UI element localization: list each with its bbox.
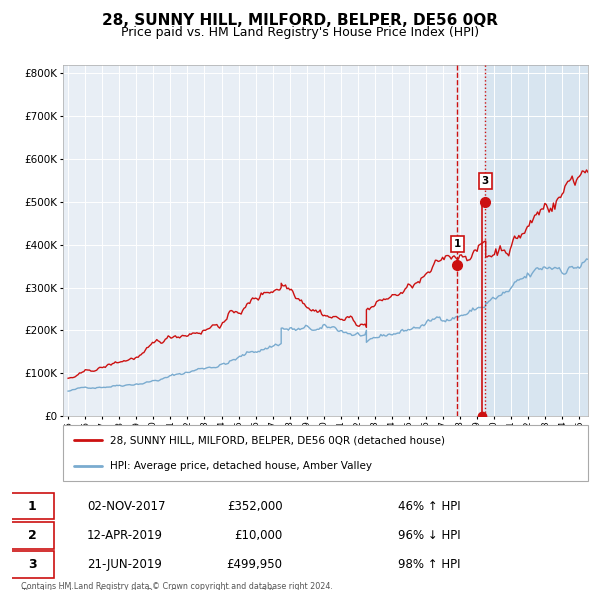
Text: 21-JUN-2019: 21-JUN-2019 (87, 558, 162, 571)
Text: 1: 1 (454, 239, 461, 249)
Text: Price paid vs. HM Land Registry's House Price Index (HPI): Price paid vs. HM Land Registry's House … (121, 26, 479, 39)
Text: 46% ↑ HPI: 46% ↑ HPI (398, 500, 461, 513)
Text: 28, SUNNY HILL, MILFORD, BELPER, DE56 0QR (detached house): 28, SUNNY HILL, MILFORD, BELPER, DE56 0Q… (110, 435, 445, 445)
Bar (485, 65, 600, 416)
FancyBboxPatch shape (11, 522, 54, 549)
FancyBboxPatch shape (11, 493, 54, 519)
Text: £352,000: £352,000 (227, 500, 283, 513)
Text: Contains HM Land Registry data © Crown copyright and database right 2024.: Contains HM Land Registry data © Crown c… (21, 582, 333, 590)
Text: 28, SUNNY HILL, MILFORD, BELPER, DE56 0QR: 28, SUNNY HILL, MILFORD, BELPER, DE56 0Q… (102, 13, 498, 28)
Text: This data is licensed under the Open Government Licence v3.0.: This data is licensed under the Open Gov… (21, 588, 277, 590)
Text: 98% ↑ HPI: 98% ↑ HPI (398, 558, 460, 571)
Text: £499,950: £499,950 (227, 558, 283, 571)
Text: 3: 3 (482, 176, 489, 186)
Text: 3: 3 (28, 558, 37, 571)
FancyBboxPatch shape (11, 552, 54, 578)
Text: HPI: Average price, detached house, Amber Valley: HPI: Average price, detached house, Ambe… (110, 461, 372, 471)
Text: 2: 2 (28, 529, 37, 542)
Text: 1: 1 (28, 500, 37, 513)
Text: £10,000: £10,000 (235, 529, 283, 542)
Text: 96% ↓ HPI: 96% ↓ HPI (398, 529, 461, 542)
Text: 02-NOV-2017: 02-NOV-2017 (87, 500, 166, 513)
Text: 12-APR-2019: 12-APR-2019 (87, 529, 163, 542)
